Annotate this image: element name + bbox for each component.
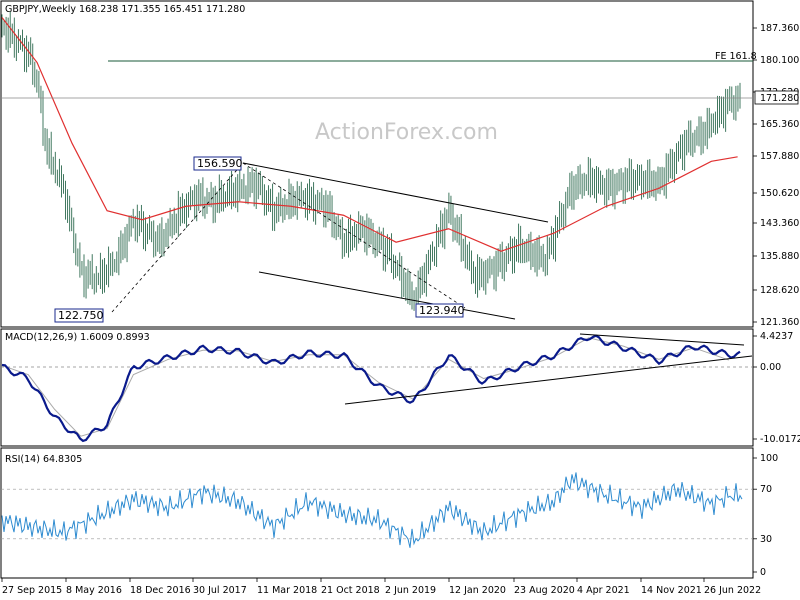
ma-polyline: [1, 17, 738, 252]
price-tick-label: 128.620: [760, 285, 799, 296]
macd-falling-trendline: [579, 333, 745, 346]
date-axis: 27 Sep 2015 8 May 2016 18 Dec 2016 30 Jul 2…: [1, 578, 761, 596]
date-tick-label: 23 Aug 2020: [514, 585, 575, 596]
price-tick-label: 143.360: [760, 218, 799, 229]
price-panel: [0, 0, 754, 328]
rsi-tick-label: 100: [760, 453, 778, 464]
date-tick-label: 26 Jun 2022: [704, 585, 761, 596]
label-low-123-940: 123.940: [419, 304, 465, 317]
rsi-tick-label: 0: [760, 567, 766, 578]
rsi-tick-label: 30: [760, 534, 772, 545]
trendlines: [111, 162, 549, 320]
macd-tick-label: -10.0172: [760, 434, 800, 445]
macd-panel: [0, 328, 754, 447]
date-tick-label: 21 Oct 2018: [321, 585, 380, 596]
price-header: GBPJPY,Weekly 168.238 171.355 165.451 17…: [5, 4, 245, 15]
moving-average-line: [1, 17, 738, 252]
price-tick-label: 187.360: [760, 23, 799, 34]
last-price-tag: 171.280: [760, 93, 799, 104]
date-tick-label: 4 Apr 2021: [577, 585, 630, 596]
price-tick-label: 157.880: [760, 151, 799, 162]
macd-header: MACD(12,26,9) 1.6009 0.8993: [5, 332, 150, 343]
price-axis: 187.360180.100172.620165.360157.880150.6…: [753, 23, 799, 328]
rsi-header: RSI(14) 64.8305: [5, 454, 82, 465]
price-tick-label: 165.360: [760, 119, 799, 130]
price-tick-label: 121.360: [760, 317, 799, 328]
macd-lines: [1, 333, 753, 443]
date-tick-label: 8 May 2016: [66, 585, 122, 596]
price-tick-label: 180.100: [760, 55, 799, 66]
rsi-tick-label: 70: [760, 484, 772, 495]
macd-axis: 4.4237 0.00 -10.0172: [753, 331, 800, 445]
date-tick-label: 2 Jun 2019: [385, 585, 436, 596]
upper-channel-line: [242, 162, 549, 223]
label-box-high: [193, 156, 242, 171]
rsi-polyline: [1, 472, 743, 548]
rsi-axis: 100 70 30 0: [753, 453, 778, 578]
macd-tick-label: 4.4237: [760, 331, 793, 342]
watermark: ActionForex.com: [315, 120, 498, 145]
date-tick-label: 30 Jul 2017: [193, 585, 247, 596]
price-tick-label: 150.620: [760, 188, 799, 199]
candlestick-series: [1, 11, 741, 313]
label-box-low1: [54, 308, 104, 323]
lower-channel-line: [258, 271, 516, 320]
macd-rising-trendline: [344, 355, 753, 405]
date-tick-label: 18 Dec 2016: [130, 585, 191, 596]
date-tick-label: 12 Jan 2020: [449, 585, 506, 596]
date-tick-label: 14 Nov 2021: [641, 585, 702, 596]
macd-tick-label: 0.00: [760, 362, 781, 373]
label-low-122-750: 122.750: [58, 309, 104, 322]
date-tick-label: 11 Mar 2018: [257, 585, 317, 596]
date-tick-label: 27 Sep 2015: [2, 585, 62, 596]
last-price-tag-box: [754, 90, 799, 105]
price-tick-label: 135.880: [760, 251, 799, 262]
macd-main-line: [1, 334, 741, 443]
label-box-low2: [415, 303, 464, 318]
label-high-156-590: 156.590: [197, 157, 243, 170]
fe-161-8-label: FE 161.8: [715, 51, 757, 62]
rsi-line: [1, 472, 753, 548]
dashed-projection-right: [242, 162, 466, 309]
